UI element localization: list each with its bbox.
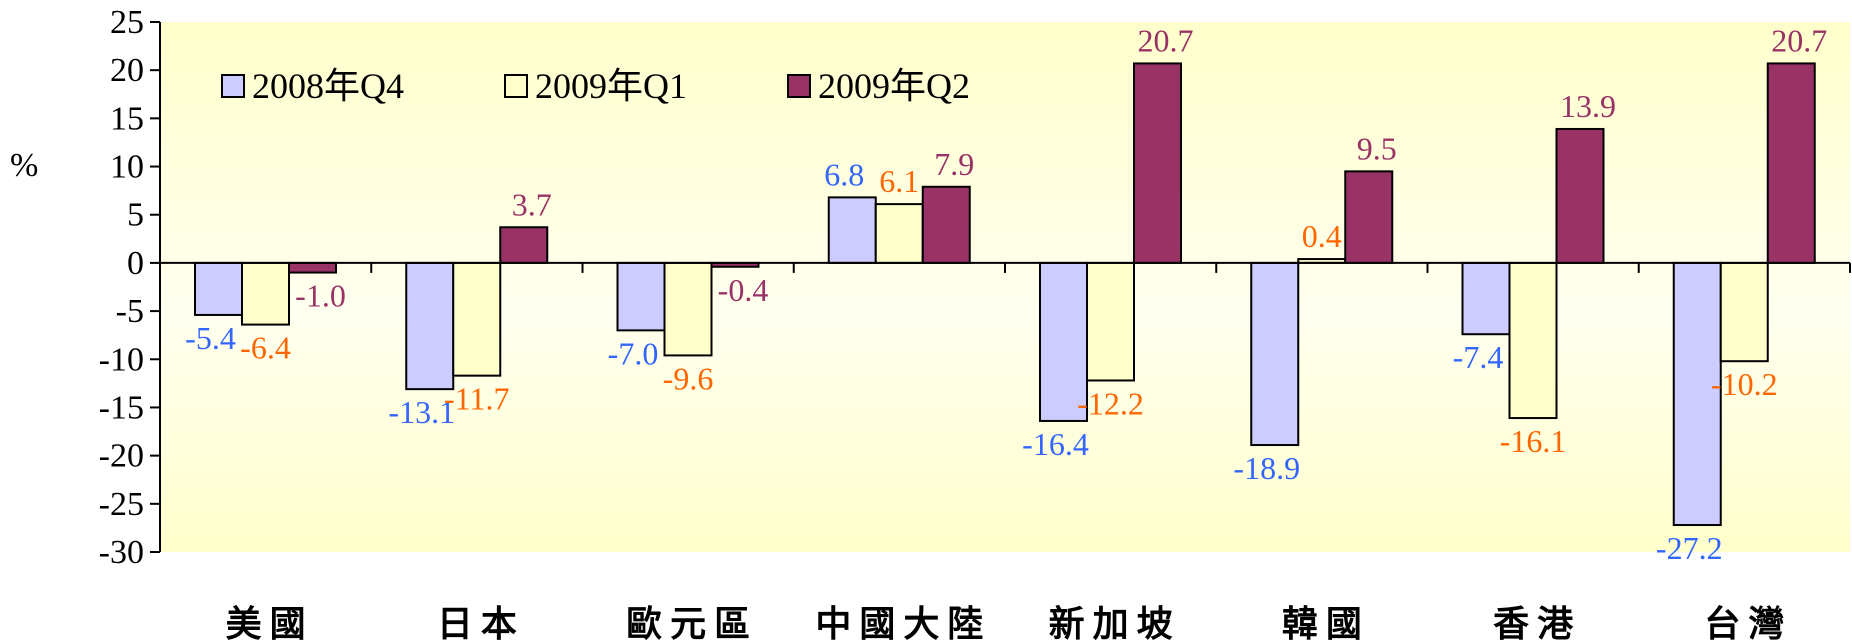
category-label: 台灣 <box>1704 604 1792 643</box>
y-tick-label: -30 <box>99 534 144 571</box>
data-label: -16.1 <box>1500 423 1567 459</box>
category-labels: 美國 日本 歐元區 中國大陸 新加坡 韓國 香港 台灣 <box>226 604 1792 643</box>
bars <box>194 62 1816 527</box>
bar-2009年Q1-新加坡 <box>1086 261 1135 382</box>
bar-2008年Q4-日本 <box>405 261 455 391</box>
data-label: 9.5 <box>1357 130 1397 166</box>
bar-2009年Q1-台灣 <box>1719 261 1769 363</box>
data-label: -0.4 <box>718 272 769 308</box>
bar-2008年Q4-新加坡 <box>1039 261 1088 422</box>
legend-swatch <box>221 74 245 98</box>
bar-2009年Q1-中國大陸 <box>874 203 924 264</box>
data-label: 6.1 <box>879 163 919 199</box>
category-label: 美國 <box>226 604 314 643</box>
data-label: 20.7 <box>1138 22 1194 58</box>
y-tick-label: -20 <box>99 438 144 475</box>
legend-swatch <box>504 74 528 98</box>
data-label: -7.0 <box>608 335 659 371</box>
data-label: -11.7 <box>444 381 509 417</box>
bar-2009年Q2-韓國 <box>1344 170 1394 264</box>
bar-2009年Q1-歐元區 <box>663 261 713 357</box>
data-label: 7.9 <box>934 146 974 182</box>
data-label: 6.8 <box>824 156 864 192</box>
bar-2009年Q2-新加坡 <box>1133 62 1182 264</box>
category-label: 日本 <box>437 604 525 643</box>
bar-2009年Q1-日本 <box>452 261 502 377</box>
data-label: 13.9 <box>1560 88 1616 124</box>
bar-2009年Q2-香港 <box>1555 127 1605 264</box>
data-label: -18.9 <box>1233 450 1300 486</box>
bar-2008年Q4-韓國 <box>1250 261 1300 447</box>
data-label: 20.7 <box>1771 22 1827 58</box>
bar-2008年Q4-歐元區 <box>616 261 666 332</box>
category-label: 歐元區 <box>626 604 758 643</box>
bar-2009年Q2-美國 <box>288 261 337 274</box>
data-label: -1.0 <box>295 278 346 314</box>
y-tick-label: -10 <box>99 341 144 378</box>
data-label: 3.7 <box>512 186 552 222</box>
bar-2009年Q2-中國大陸 <box>921 185 971 264</box>
data-label: -5.4 <box>185 320 236 356</box>
legend-label: 2008年Q4 <box>252 66 404 106</box>
bar-2009年Q2-台灣 <box>1766 62 1816 264</box>
data-label: -6.4 <box>240 330 291 366</box>
data-label: -10.2 <box>1711 366 1778 402</box>
y-unit-label: % <box>10 147 38 184</box>
bar-2009年Q2-日本 <box>499 226 549 264</box>
category-label: 韓國 <box>1282 604 1370 643</box>
data-label: -13.1 <box>388 394 455 430</box>
x-axis <box>160 261 1851 273</box>
bar-2009年Q1-香港 <box>1508 261 1558 420</box>
bar-2008年Q4-香港 <box>1461 261 1511 336</box>
bar-2008年Q4-中國大陸 <box>827 196 877 264</box>
legend-label: 2009年Q2 <box>818 66 970 106</box>
bar-2008年Q4-美國 <box>194 261 243 316</box>
data-labels: -5.4-13.1-7.06.8-16.4-18.9-7.4-27.2-6.4-… <box>185 22 1827 566</box>
y-tick-label: 0 <box>127 245 144 282</box>
category-label: 中國大陸 <box>815 604 991 643</box>
y-tick-label: 20 <box>110 52 144 89</box>
data-label: 0.4 <box>1302 218 1342 254</box>
y-tick-label: 25 <box>110 4 144 41</box>
y-tick-label: 10 <box>110 149 144 186</box>
data-label: -27.2 <box>1656 530 1723 566</box>
y-axis: 25 20 15 10 5 0 -5 -10 -15 -20 -25 -30 <box>99 4 161 571</box>
category-label: 香港 <box>1493 604 1581 643</box>
y-tick-label: -15 <box>99 389 144 426</box>
y-tick-label: -25 <box>99 486 144 523</box>
data-label: -12.2 <box>1077 385 1144 421</box>
legend-label: 2009年Q1 <box>535 66 687 106</box>
data-label: -7.4 <box>1453 339 1504 375</box>
data-label: -16.4 <box>1022 426 1089 462</box>
legend-swatch <box>787 74 811 98</box>
y-tick-label: 5 <box>127 197 144 234</box>
bar-2009年Q1-美國 <box>241 261 290 326</box>
legend: 2008年Q4 2009年Q1 2009年Q2 <box>221 66 970 106</box>
bar-2008年Q4-台灣 <box>1672 261 1722 527</box>
y-tick-label: -5 <box>116 293 144 330</box>
category-label: 新加坡 <box>1049 604 1181 643</box>
y-tick-label: 15 <box>110 100 144 137</box>
data-label: -9.6 <box>663 360 714 396</box>
